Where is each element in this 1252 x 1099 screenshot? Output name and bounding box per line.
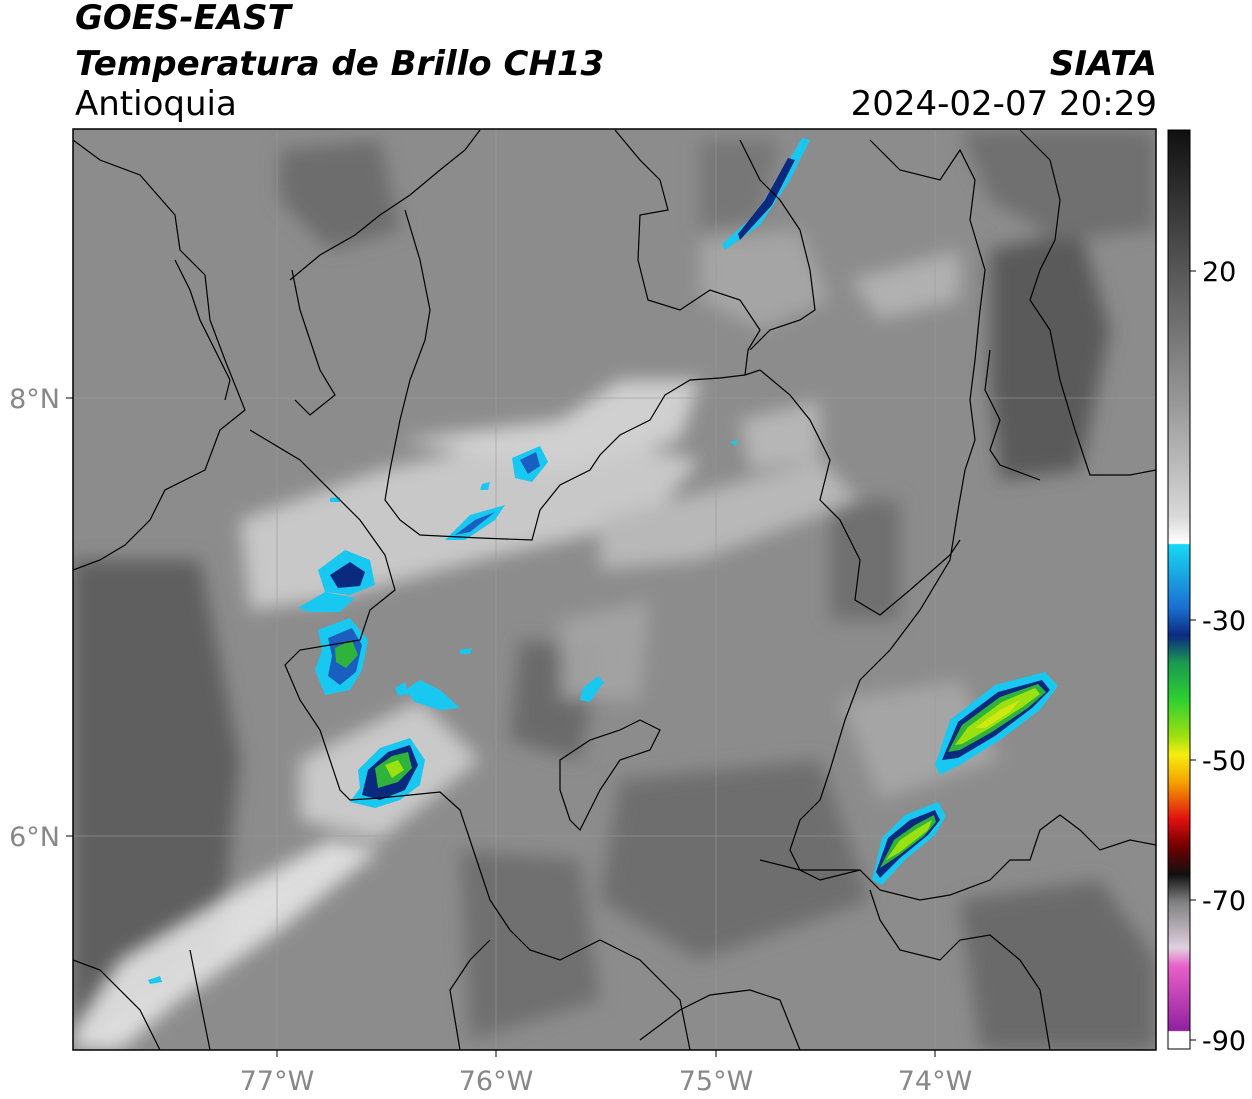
map-frame xyxy=(72,128,1157,1051)
colorbar-tick-minus30: -30 xyxy=(1202,606,1246,637)
organization-label: SIATA xyxy=(1049,44,1157,84)
colorbar: 20 -30 -50 -70 -90 xyxy=(1167,129,1246,1057)
colorbar-tick-minus50: -50 xyxy=(1202,746,1246,777)
political-boundaries xyxy=(73,129,1156,1050)
product-title: Temperatura de Brillo CH13 xyxy=(75,44,605,84)
lon-label-77w: 77°W xyxy=(240,1066,315,1097)
colorbar-scale xyxy=(1167,129,1191,1050)
satellite-title: GOES-EAST xyxy=(75,0,291,38)
brightness-temperature-field xyxy=(73,129,1156,1050)
lon-label-74w: 74°W xyxy=(898,1066,973,1097)
graticule xyxy=(73,129,1156,1050)
colorbar-tick-20: 20 xyxy=(1202,257,1236,288)
lat-label-8n: 8°N xyxy=(9,384,60,415)
cold-cloud-tops xyxy=(148,138,1058,984)
timestamp-label: 2024-02-07 20:29 xyxy=(850,84,1157,124)
region-label: Antioquia xyxy=(75,84,237,124)
lat-label-6n: 6°N xyxy=(9,822,60,853)
lon-label-75w: 75°W xyxy=(679,1066,754,1097)
axis-ticks xyxy=(66,397,936,1057)
colorbar-tick-minus70: -70 xyxy=(1202,886,1246,917)
lon-label-76w: 76°W xyxy=(459,1066,534,1097)
colorbar-tick-minus90: -90 xyxy=(1202,1026,1246,1057)
